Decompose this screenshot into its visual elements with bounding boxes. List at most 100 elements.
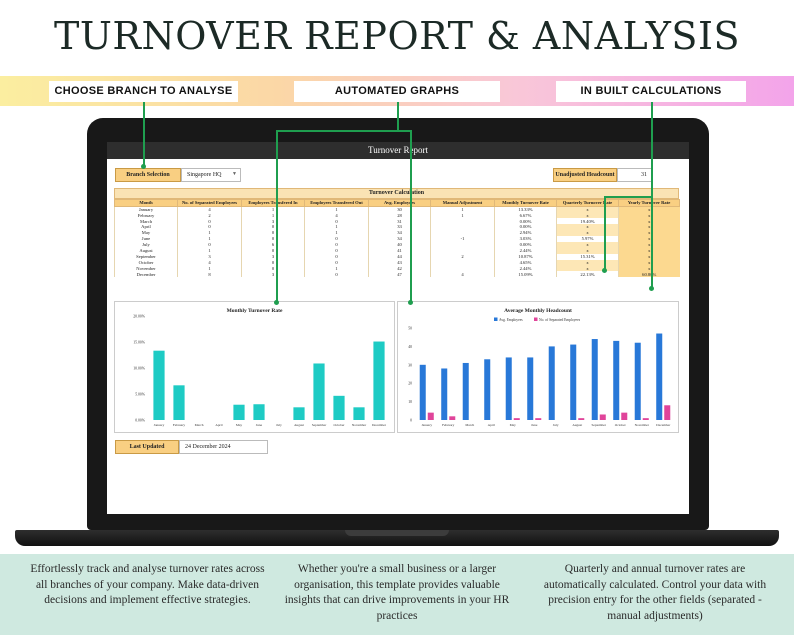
table-cell[interactable]: 1 [304, 230, 369, 237]
table-cell: x [618, 236, 680, 242]
table-cell[interactable]: 34 [368, 230, 431, 237]
table-cell[interactable]: 0 [241, 247, 305, 254]
table-cell[interactable]: 6 [241, 241, 305, 248]
table-cell[interactable]: 4 [304, 212, 369, 219]
table-cell[interactable]: 3 [177, 253, 242, 260]
table-cell[interactable]: 43 [368, 259, 431, 266]
table-cell[interactable] [430, 224, 495, 231]
table-cell[interactable]: 41 [368, 247, 431, 254]
table-row: November 1 0 1 42 2.44% x x [114, 265, 680, 272]
table-row: May 1 0 1 34 2.94% x x [114, 230, 680, 237]
table-cell[interactable]: 0 [304, 218, 369, 225]
headcount-chart: Average Monthly Headcount 0 10 20 30 40 50 Avg… [397, 301, 679, 433]
x-tick-label: February [173, 423, 186, 427]
table-cell[interactable]: 0 [304, 259, 369, 266]
table-cell[interactable]: 0 [304, 253, 369, 260]
table-cell: x [556, 224, 619, 231]
table-cell[interactable]: 2 [430, 253, 495, 260]
table-row: August 1 0 0 41 2.44% x x [114, 247, 680, 254]
table-cell[interactable]: 31 [368, 218, 431, 225]
table-cell[interactable]: 3 [241, 271, 305, 278]
table-cell: 19.40% [556, 218, 619, 225]
table-cell[interactable]: 0 [177, 218, 242, 225]
table-cell[interactable]: 0 [241, 259, 305, 266]
table-cell[interactable]: 0 [241, 224, 305, 231]
table-cell[interactable]: 0 [304, 236, 369, 242]
bar [333, 395, 345, 420]
y-tick-label: 0.00% [135, 419, 146, 423]
table-cell[interactable] [430, 259, 495, 266]
table-cell[interactable]: 1 [430, 206, 495, 213]
table-cell[interactable] [430, 247, 495, 254]
column-header: Monthly Turnover Rate [494, 199, 557, 207]
table-cell[interactable]: 44 [368, 253, 431, 260]
bar [173, 385, 185, 420]
table-cell: 15.31% [556, 253, 619, 260]
table-cell: 5.97% [556, 236, 619, 242]
branch-select[interactable]: Singapore HQ ▼ [181, 168, 241, 182]
table-cell: July [114, 241, 178, 248]
table-cell: 10.87% [494, 253, 557, 260]
table-cell[interactable]: 0 [241, 265, 305, 272]
table-cell[interactable]: 3 [241, 253, 305, 260]
bar [621, 412, 628, 420]
table-cell[interactable]: 1 [241, 212, 305, 219]
table-cell[interactable]: 0 [304, 241, 369, 248]
table-cell[interactable]: 2 [177, 212, 242, 219]
table-cell[interactable]: 1 [241, 206, 305, 213]
table-cell[interactable]: 8 [177, 271, 242, 278]
table-cell[interactable]: 33 [368, 224, 431, 231]
table-cell[interactable]: 30 [368, 206, 431, 213]
table-cell[interactable]: 1 [304, 265, 369, 272]
table-cell: 2.44% [494, 265, 557, 272]
table-cell: February [114, 212, 178, 219]
table-cell[interactable]: 1 [304, 224, 369, 231]
x-tick-label: November [352, 423, 367, 427]
table-cell[interactable]: 34 [368, 236, 431, 242]
table-cell[interactable]: 28 [368, 212, 431, 219]
bar [578, 418, 585, 420]
legend-swatch [494, 317, 498, 321]
callout-inbuilt-calculations: IN BUILT CALCULATIONS [556, 81, 746, 102]
table-row: December 8 3 0 47 4 15.09% 22.13% 60.80% [114, 271, 680, 278]
table-cell: 4.65% [494, 259, 557, 266]
last-updated-value[interactable]: 24 December 2024 [179, 440, 268, 454]
monthly-turnover-chart: Monthly Turnover Rate 0.00% 5.00% 10.00% 15… [114, 301, 395, 433]
headcount-label: Unadjusted Headcount [553, 168, 617, 182]
table-cell[interactable]: 1 [430, 212, 495, 219]
table-cell[interactable]: 1 [177, 265, 242, 272]
table-cell[interactable]: 40 [368, 241, 431, 248]
headcount-value[interactable]: 31 [617, 168, 653, 182]
table-cell[interactable]: 0 [241, 230, 305, 237]
table-cell[interactable]: 0 [304, 271, 369, 278]
connector-dot [408, 300, 413, 305]
table-cell: 0.00% [494, 218, 557, 225]
table-cell[interactable]: 47 [368, 271, 431, 278]
table-cell[interactable]: 1 [304, 206, 369, 213]
table-cell[interactable] [430, 218, 495, 225]
table-cell[interactable]: 1 [177, 230, 242, 237]
table-cell[interactable]: 42 [368, 265, 431, 272]
table-cell[interactable]: 0 [304, 247, 369, 254]
chevron-down-icon: ▼ [232, 172, 237, 177]
table-cell[interactable]: 0 [177, 241, 242, 248]
table-cell[interactable] [430, 265, 495, 272]
table-cell[interactable]: 4 [177, 259, 242, 266]
table-cell[interactable]: 3 [241, 218, 305, 225]
bar [599, 414, 606, 420]
table-cell[interactable]: 0 [241, 236, 305, 242]
bar [548, 346, 555, 420]
table-cell[interactable]: 1 [177, 236, 242, 242]
table-cell[interactable]: 4 [430, 271, 495, 278]
table-cell[interactable] [430, 230, 495, 237]
table-cell[interactable]: 4 [177, 206, 242, 213]
x-tick-label: June [531, 423, 538, 427]
table-cell[interactable]: 1 [177, 247, 242, 254]
table-cell: April [114, 224, 178, 231]
column-header: Yearly Turnover Rate [618, 199, 680, 207]
table-cell: May [114, 230, 178, 237]
table-cell[interactable]: 0 [177, 224, 242, 231]
table-row: February 2 1 4 28 1 6.67% x x [114, 212, 680, 219]
table-cell[interactable]: -1 [430, 236, 495, 242]
table-cell[interactable] [430, 241, 495, 248]
